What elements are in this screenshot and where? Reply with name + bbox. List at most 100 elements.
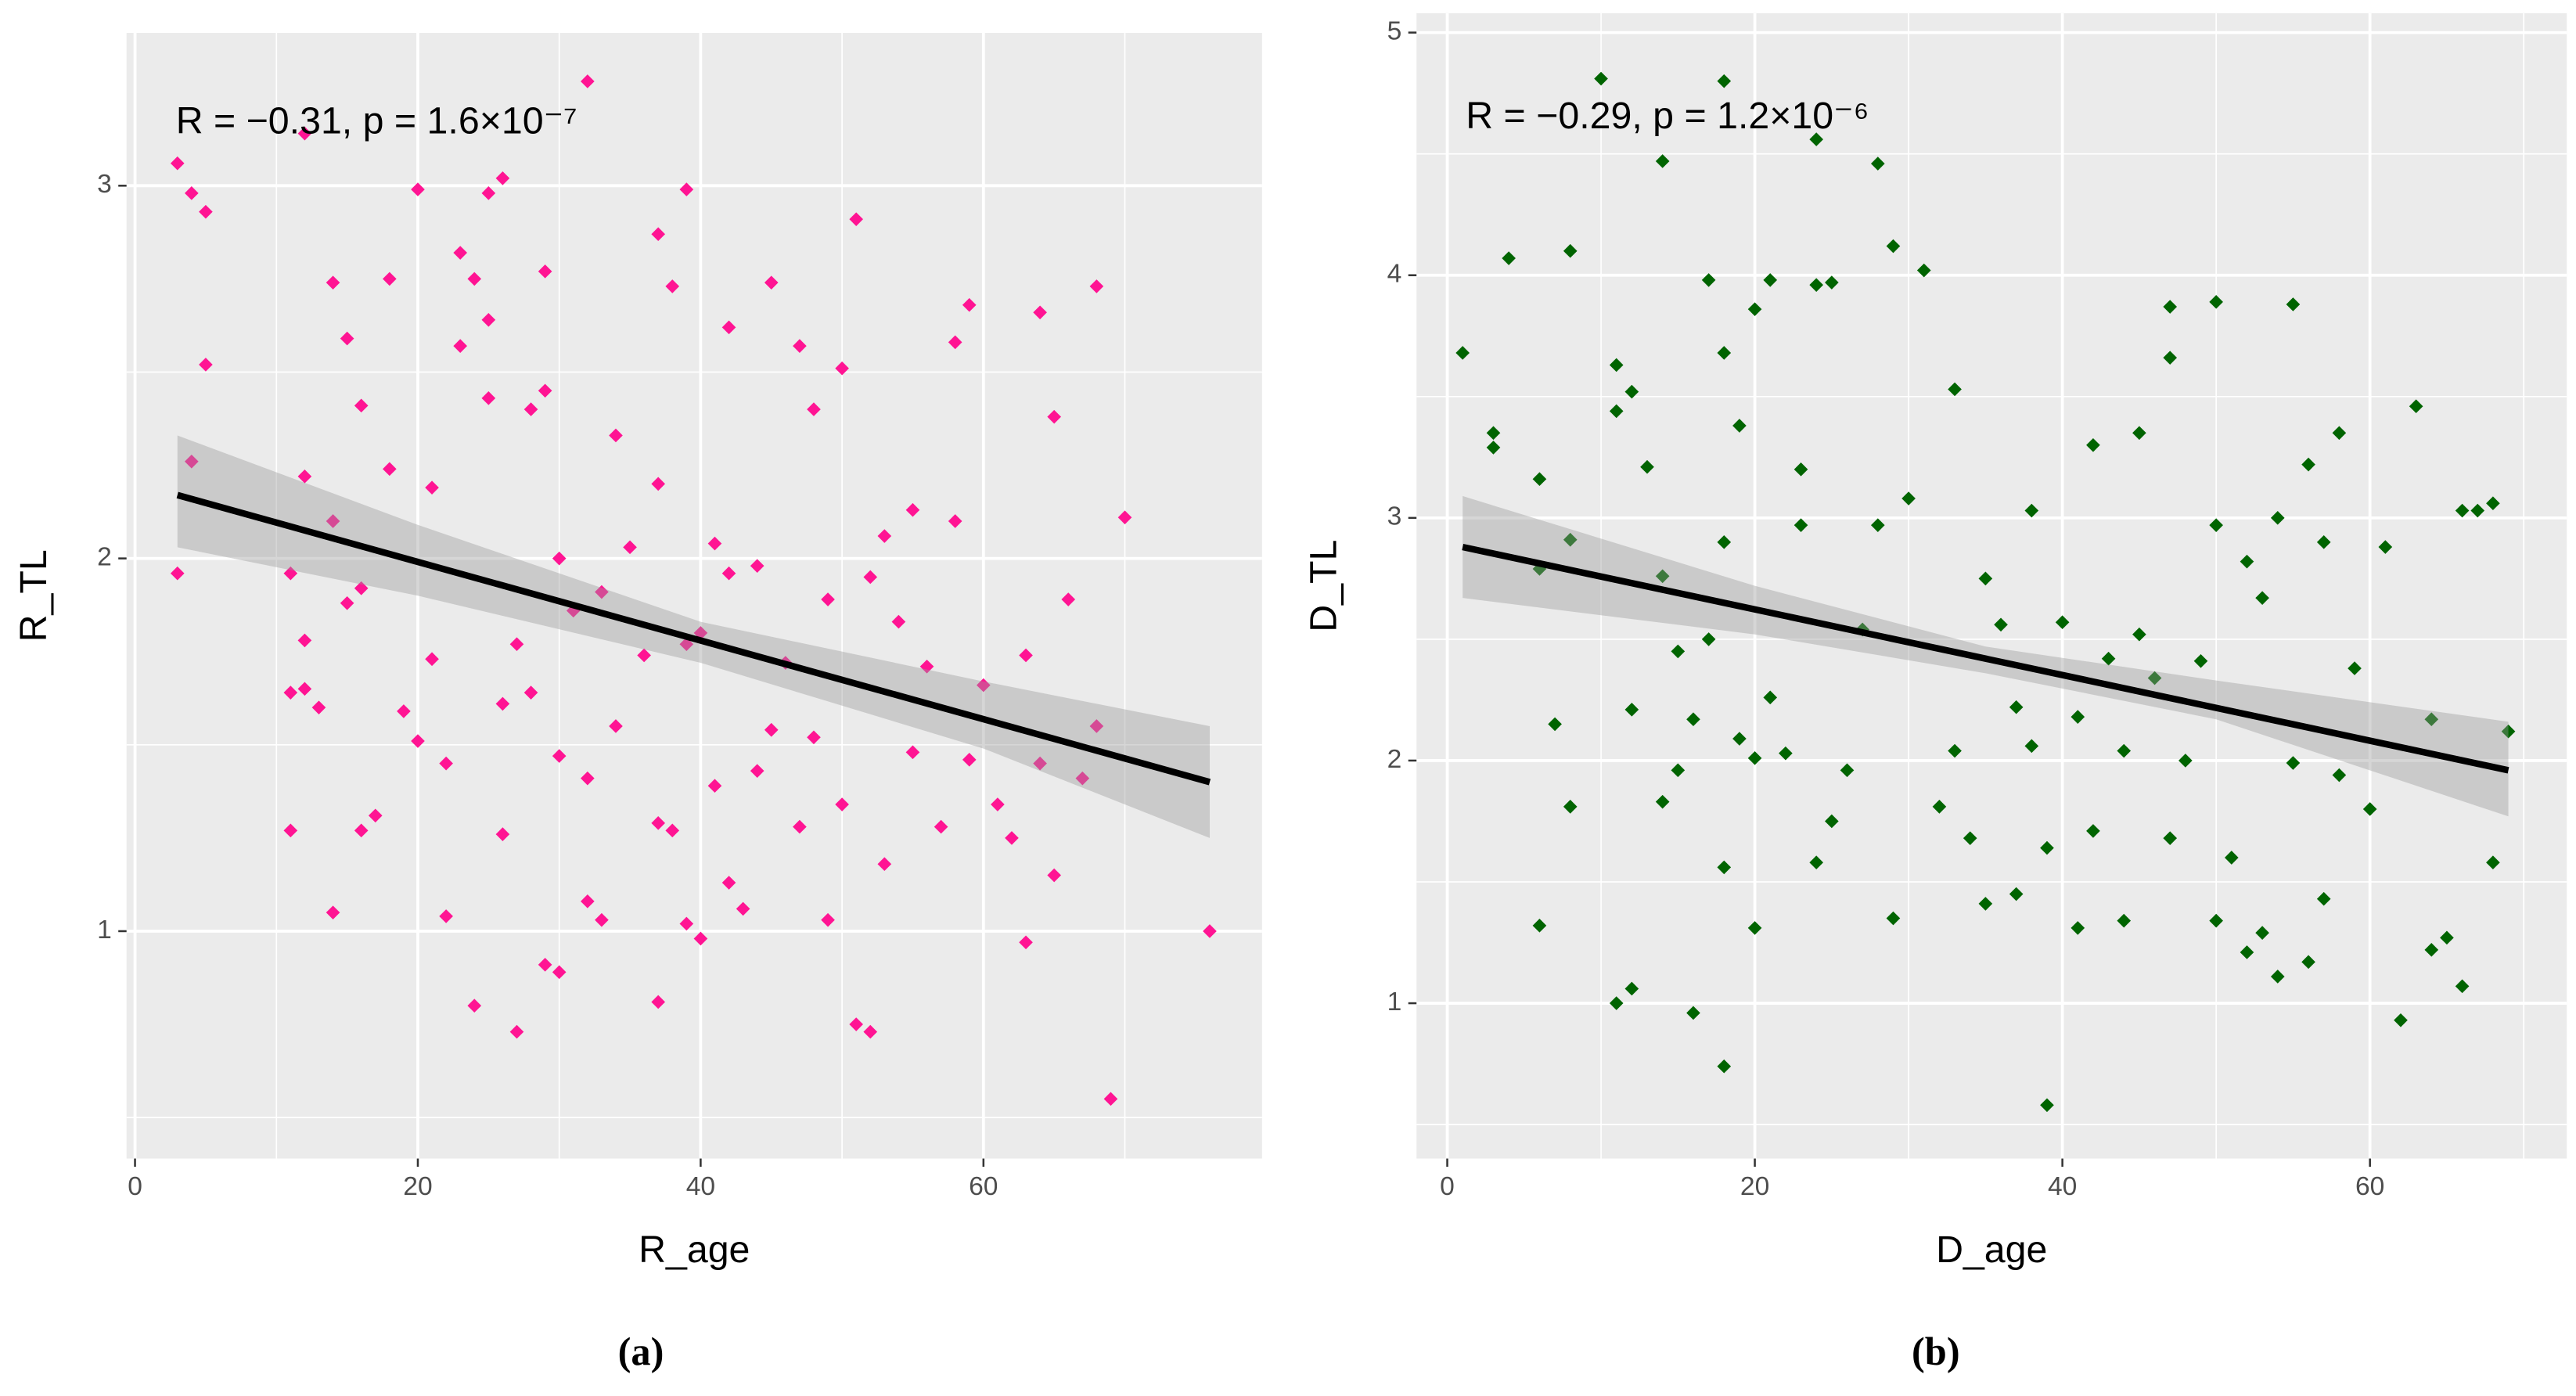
point (1532, 919, 1547, 933)
point (509, 637, 524, 652)
point (1103, 1092, 1118, 1106)
point (2409, 399, 2423, 414)
point (538, 264, 552, 279)
plot-background (1416, 13, 2567, 1159)
point (2470, 503, 2485, 518)
panel: 0 20 40 60 1 2 3 4 5 R = −0.29, p = 1.2×10⁻⁶ D_age… (1302, 13, 2567, 1373)
point (2394, 1013, 2408, 1027)
point (764, 722, 779, 737)
point (2270, 511, 2285, 525)
point (2286, 297, 2301, 311)
point (1486, 426, 1501, 441)
x-tick-label: 40 (686, 1172, 715, 1201)
point (1655, 794, 1670, 809)
annotation: R = −0.29, p = 1.2×10⁻⁶ (1466, 95, 1869, 137)
point (849, 1017, 863, 1031)
x-tick-label: 40 (2048, 1172, 2077, 1201)
point (595, 585, 609, 599)
point (2071, 921, 2085, 935)
point (1005, 831, 1019, 845)
y-tick-label: 3 (1387, 502, 1402, 531)
y-tick-label: 2 (97, 543, 112, 572)
point (1486, 441, 1501, 455)
point (1809, 278, 1824, 292)
point (326, 275, 340, 290)
point (411, 182, 425, 196)
point (2424, 712, 2439, 727)
point (581, 894, 595, 908)
y-tick-label: 2 (1387, 745, 1402, 774)
point (1655, 569, 1670, 584)
point (411, 734, 425, 748)
point (2009, 887, 2024, 901)
point (2209, 913, 2223, 928)
point (835, 361, 849, 376)
point (877, 529, 892, 543)
point (2332, 768, 2347, 783)
point (1609, 404, 1624, 419)
point (1655, 154, 1670, 168)
point (170, 156, 185, 171)
point (1548, 717, 1562, 732)
x-tick-label: 0 (128, 1172, 142, 1201)
point (1870, 157, 1885, 171)
point (2255, 926, 2269, 940)
point (1840, 763, 1855, 778)
point (439, 909, 453, 923)
point (2024, 503, 2039, 518)
point (919, 659, 934, 674)
point (1624, 703, 1639, 717)
point (2132, 426, 2146, 441)
point (1948, 743, 1962, 758)
x-tick-label: 60 (969, 1172, 998, 1201)
point (2424, 943, 2439, 957)
point (1701, 632, 1716, 646)
y-axis-title: D_TL (1302, 540, 1344, 632)
point (467, 272, 482, 286)
x-tick-label: 60 (2355, 1172, 2384, 1201)
point (1717, 346, 1732, 360)
point (863, 570, 878, 585)
caption: (b) (1912, 1329, 1960, 1373)
point (311, 700, 326, 714)
point (1747, 751, 1762, 765)
point (1089, 719, 1104, 733)
point (1825, 275, 1839, 290)
point (1978, 571, 1993, 586)
x-tick-label: 20 (403, 1172, 432, 1201)
point (764, 275, 779, 290)
point (2040, 840, 2054, 855)
point (2301, 457, 2315, 472)
point (2301, 955, 2315, 970)
y-tick-label: 5 (1387, 16, 1402, 45)
point (1019, 648, 1033, 663)
point (523, 685, 538, 700)
point (1916, 263, 1931, 278)
point (1809, 855, 1824, 870)
caption: (a) (618, 1329, 664, 1373)
point (2193, 653, 2208, 668)
point (2071, 710, 2085, 724)
point (2209, 295, 2223, 309)
point (354, 398, 369, 413)
point (1075, 771, 1090, 786)
point (1932, 800, 1947, 814)
point (948, 514, 962, 528)
point (1061, 592, 1076, 606)
y-axis-title: R_TL (13, 549, 55, 642)
point (1532, 472, 1547, 487)
annotation: R = −0.31, p = 1.6×10⁻⁷ (176, 99, 577, 142)
point (1117, 510, 1132, 525)
point (2455, 979, 2470, 994)
point (2348, 661, 2362, 675)
point (1089, 279, 1104, 293)
point (340, 331, 354, 346)
x-tick-label: 0 (1440, 1172, 1455, 1201)
point (1747, 921, 1762, 935)
point (2040, 1098, 2054, 1113)
point (1779, 746, 1793, 761)
point (651, 227, 665, 242)
x-axis-title: R_age (639, 1229, 750, 1271)
regression-line (1462, 543, 2509, 774)
